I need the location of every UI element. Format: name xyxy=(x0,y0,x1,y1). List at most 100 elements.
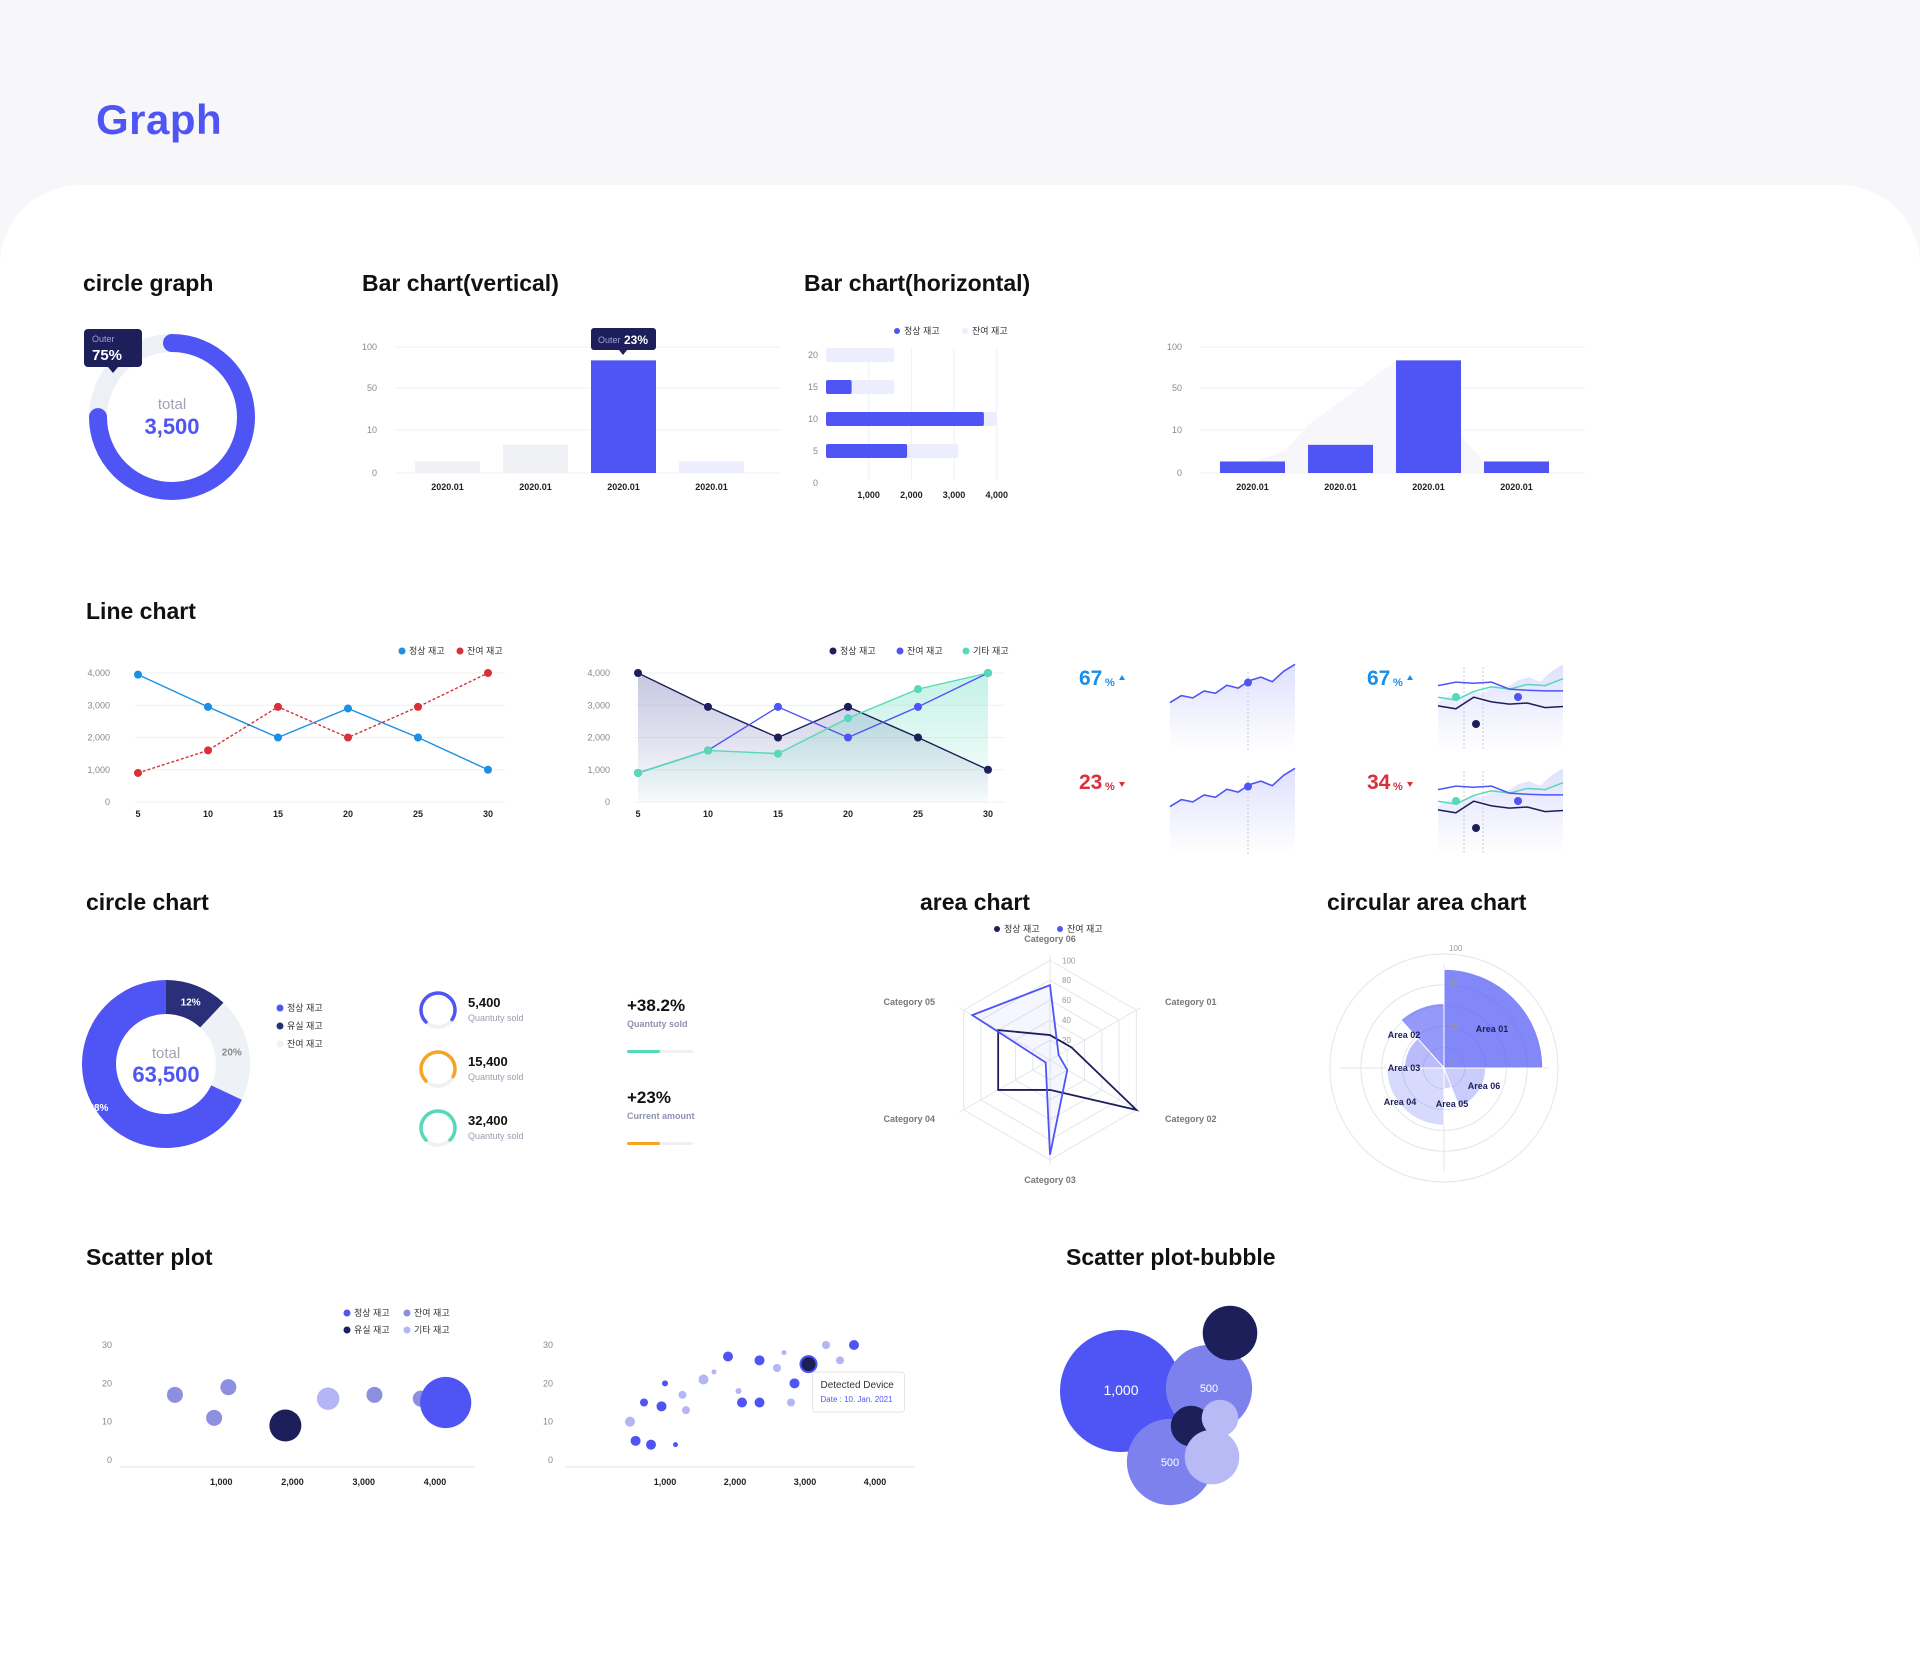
data-point xyxy=(274,733,282,742)
data-point xyxy=(914,733,922,742)
x-tick-label: 10 xyxy=(703,809,713,819)
ring-arc xyxy=(419,1109,457,1142)
tooltip-value: 23% xyxy=(624,333,648,347)
x-tick-label: 3,000 xyxy=(794,1477,817,1487)
data-point xyxy=(484,669,492,677)
legend-dot xyxy=(276,1004,284,1012)
y-tick-label: 0 xyxy=(105,797,110,807)
spark-point xyxy=(1514,693,1522,701)
category-label: Category 01 xyxy=(1165,997,1217,1007)
pie-slice xyxy=(166,980,224,1028)
tooltip-box xyxy=(84,329,142,367)
x-tick-label: 2,000 xyxy=(281,1477,304,1487)
area-label: Area 05 xyxy=(1436,1099,1469,1109)
legend-dot xyxy=(962,328,968,334)
bubble-label: 1,000 xyxy=(1103,1382,1138,1398)
legend-label: 정상 재고 xyxy=(904,326,940,336)
stat-value: 15,400 xyxy=(468,1054,508,1069)
series-line xyxy=(137,673,489,771)
y-tick-label: 3,000 xyxy=(87,700,110,710)
section-title-circle-graph: circle graph xyxy=(83,270,214,296)
y-tick-label: 20 xyxy=(102,1378,112,1388)
slice-label: 20% xyxy=(222,1047,242,1058)
slice-label: 12% xyxy=(181,998,201,1009)
r-tick-label: 100 xyxy=(1062,956,1076,965)
scatter-point xyxy=(220,1379,237,1396)
page-title: Graph xyxy=(96,96,223,143)
spark-unit: % xyxy=(1105,677,1115,689)
bar-normal xyxy=(826,444,908,458)
spark-area xyxy=(1170,664,1295,750)
spark-value: 67 xyxy=(1367,667,1390,690)
data-point xyxy=(774,749,782,758)
data-point xyxy=(484,765,492,774)
bar-horizontal-chart: 정상 재고 잔여 재고 20 15 10 5 0 1,000 2,000 3,000 4,000 xyxy=(808,325,1008,500)
spark-point xyxy=(1514,797,1522,805)
scatter-point xyxy=(799,1355,818,1374)
x-tick-label: 25 xyxy=(413,809,423,819)
x-tick-label: 2,000 xyxy=(724,1477,747,1487)
tooltip-subtitle: Date : 10. Jan. 2021 xyxy=(821,1395,894,1404)
series-line xyxy=(137,672,489,774)
series-line xyxy=(637,672,989,774)
legend-label: 잔여 재고 xyxy=(414,1307,450,1318)
y-tick-label: 0 xyxy=(813,478,818,488)
legend-dot xyxy=(896,647,904,655)
pie-slice xyxy=(81,980,243,1148)
y-tick-label: 3,000 xyxy=(587,700,610,710)
tooltip-pointer xyxy=(108,367,118,373)
spark-unit: % xyxy=(1393,781,1403,793)
legend-dot xyxy=(829,647,837,655)
bar xyxy=(591,360,656,473)
r-tick-label: 0 xyxy=(1449,1058,1454,1067)
tooltip-label: Outer xyxy=(92,334,115,344)
section-title-bar-horizontal: Bar chart(horizontal) xyxy=(804,270,1031,296)
scatter-point xyxy=(662,1380,668,1387)
legend-dot xyxy=(994,926,1000,932)
radar-chart: 정상 재고 잔여 재고 100 80 60 40 20 Category 06 Category… xyxy=(883,923,1216,1185)
x-tick-label: 4,000 xyxy=(864,1477,887,1487)
line-chart-2: 4,000 3,000 2,000 1,000 0 5 10 15 20 25 30 정상 재고 잔여 … xyxy=(587,645,1009,819)
section-title-scatter-bubble: Scatter plot-bubble xyxy=(1066,1244,1276,1270)
scatter-point xyxy=(773,1364,781,1372)
x-tick-label: 2020.01 xyxy=(1324,482,1357,492)
polar-area-chart: Area 01 Area 02 Area 03 Area 04 Area 05 Area … xyxy=(1329,944,1559,1183)
data-point xyxy=(914,685,922,694)
spark-area xyxy=(1438,768,1563,854)
scatter-point xyxy=(836,1356,844,1365)
x-tick-label: 2020.01 xyxy=(1500,482,1533,492)
spark-line xyxy=(1437,681,1563,692)
data-point xyxy=(344,704,352,713)
bubble-label: 500 xyxy=(1200,1383,1218,1395)
spark-line xyxy=(1437,800,1564,814)
legend-label: 잔여 재고 xyxy=(467,645,503,656)
bar xyxy=(679,461,744,473)
radar-series xyxy=(997,1029,1140,1112)
donut-center-value: 63,500 xyxy=(132,1062,199,1087)
x-tick-label: 5 xyxy=(135,809,140,819)
tooltip-title: Detected Device xyxy=(821,1380,895,1391)
x-tick-label: 2020.01 xyxy=(607,482,640,492)
scatter-point xyxy=(166,1386,183,1403)
legend-dot xyxy=(343,1309,351,1317)
area-label: Area 04 xyxy=(1384,1097,1417,1107)
spark-line xyxy=(1169,767,1296,808)
y-tick-label: 100 xyxy=(1167,342,1182,352)
stat-value: 32,400 xyxy=(468,1113,508,1128)
y-tick-label: 0 xyxy=(548,1455,553,1465)
data-point xyxy=(844,702,852,711)
spark-value: 67 xyxy=(1079,667,1102,690)
x-tick-label: 15 xyxy=(273,809,283,819)
legend-label: 잔여 재고 xyxy=(972,325,1008,336)
data-point xyxy=(634,768,642,777)
legend-label: 기타 재고 xyxy=(973,646,1009,656)
y-tick-label: 1,000 xyxy=(587,765,610,775)
x-tick-label: 2020.01 xyxy=(695,482,728,492)
scatter-point xyxy=(682,1406,690,1415)
y-tick-label: 20 xyxy=(808,350,818,360)
tooltip-pointer xyxy=(619,350,627,355)
ring-arc xyxy=(419,991,457,1024)
r-tick-label: 80 xyxy=(1062,976,1071,985)
scatter-point xyxy=(673,1442,678,1448)
data-point xyxy=(704,746,712,755)
